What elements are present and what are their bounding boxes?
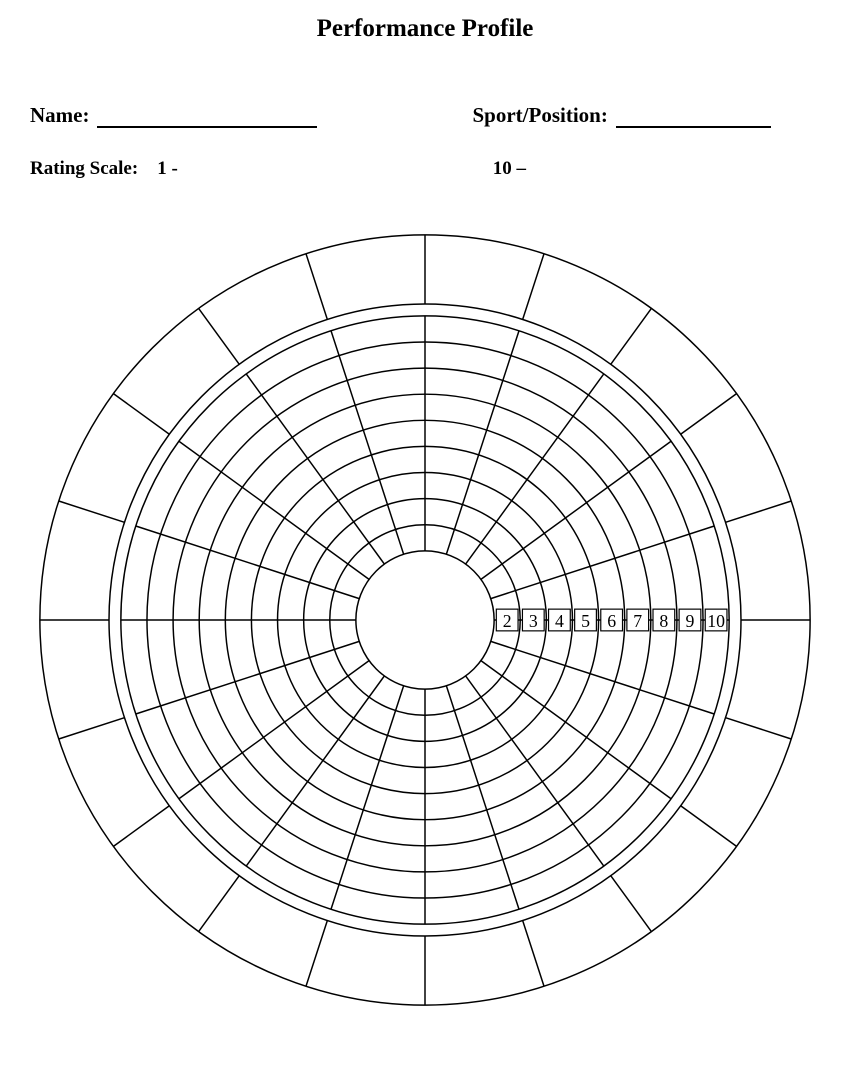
- svg-text:3: 3: [529, 611, 538, 631]
- svg-text:2: 2: [503, 611, 512, 631]
- svg-text:4: 4: [555, 611, 564, 631]
- svg-text:8: 8: [659, 611, 668, 631]
- sport-label: Sport/Position:: [472, 103, 607, 128]
- svg-text:5: 5: [581, 611, 590, 631]
- rating-scale-row: Rating Scale: 1 - 10 –: [30, 158, 820, 180]
- svg-text:6: 6: [607, 611, 616, 631]
- name-label: Name:: [30, 103, 89, 128]
- svg-text:10: 10: [707, 611, 725, 631]
- name-input-line[interactable]: [97, 108, 317, 128]
- rating-scale-label: Rating Scale:: [30, 158, 138, 179]
- sport-input-line[interactable]: [616, 108, 771, 128]
- radial-chart: 23456789 10: [30, 220, 820, 1020]
- scale-high: 10 –: [493, 158, 526, 179]
- scale-low: 1 -: [157, 158, 178, 179]
- svg-text:9: 9: [686, 611, 695, 631]
- page-title: Performance Profile: [30, 15, 820, 43]
- form-row: Name: Sport/Position:: [30, 103, 820, 128]
- svg-text:7: 7: [633, 611, 642, 631]
